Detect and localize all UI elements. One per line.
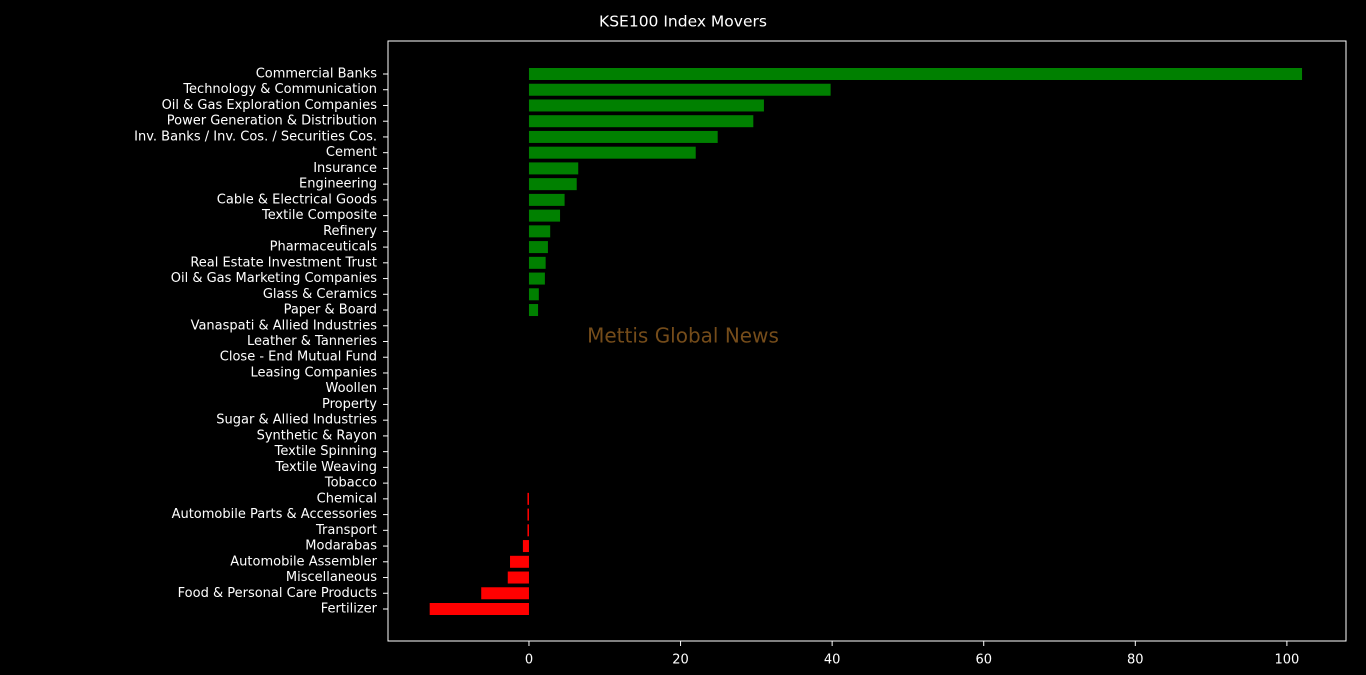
y-tick-label: Miscellaneous xyxy=(286,570,377,585)
bar xyxy=(507,571,529,584)
x-tick-label: 40 xyxy=(824,653,841,668)
y-tick-label: Oil & Gas Exploration Companies xyxy=(162,98,378,113)
bar xyxy=(481,587,529,600)
bar xyxy=(528,68,1303,80)
y-tick-label: Tobacco xyxy=(324,476,377,491)
y-tick-label: Close - End Mutual Fund xyxy=(220,350,377,365)
bar xyxy=(528,256,546,269)
bar xyxy=(429,603,529,615)
y-tick-label: Transport xyxy=(315,523,377,538)
y-tick-label: Oil & Gas Marketing Companies xyxy=(171,271,377,286)
bar xyxy=(528,130,718,143)
y-tick-label: Leasing Companies xyxy=(250,365,377,380)
y-tick-label: Commercial Banks xyxy=(256,67,378,82)
y-tick-label: Chemical xyxy=(317,491,377,506)
y-tick-label: Synthetic & Rayon xyxy=(257,428,377,443)
y-tick-label: Vanaspati & Allied Industries xyxy=(191,318,378,333)
y-tick-label: Paper & Board xyxy=(284,303,377,318)
x-tick-label: 100 xyxy=(1274,653,1299,668)
y-tick-label: Technology & Communication xyxy=(182,82,377,97)
y-tick-label: Real Estate Investment Trust xyxy=(190,255,377,270)
chart-title: KSE100 Index Movers xyxy=(599,13,767,31)
bar xyxy=(528,241,548,254)
x-tick-label: 80 xyxy=(1127,653,1144,668)
y-tick-label: Property xyxy=(322,397,377,412)
y-tick-label: Engineering xyxy=(299,177,377,192)
bar xyxy=(528,304,539,317)
x-tick-label: 60 xyxy=(975,653,992,668)
bar xyxy=(527,492,529,505)
bar xyxy=(528,99,764,112)
y-tick-label: Modarabas xyxy=(305,539,377,554)
bar xyxy=(528,225,551,238)
bar xyxy=(522,540,529,553)
y-tick-label: Glass & Ceramics xyxy=(263,287,377,302)
x-tick-label: 20 xyxy=(672,653,689,668)
y-tick-label: Leather & Tanneries xyxy=(247,334,377,349)
bar xyxy=(528,162,579,175)
bar xyxy=(528,146,696,159)
y-tick-label: Pharmaceuticals xyxy=(270,240,378,255)
bar xyxy=(528,178,577,191)
bar xyxy=(528,209,561,222)
bar xyxy=(528,288,539,301)
y-tick-label: Inv. Banks / Inv. Cos. / Securities Cos. xyxy=(134,129,377,144)
y-tick-label: Automobile Parts & Accessories xyxy=(172,507,378,522)
watermark: Mettis Global News xyxy=(587,324,779,348)
y-tick-label: Cement xyxy=(326,145,377,160)
bar xyxy=(527,524,529,537)
y-tick-label: Woollen xyxy=(326,381,377,396)
y-tick-label: Textile Weaving xyxy=(275,460,378,475)
y-tick-label: Food & Personal Care Products xyxy=(178,586,378,601)
bar xyxy=(528,193,565,206)
bar xyxy=(510,555,529,568)
x-tick-label: 0 xyxy=(525,653,533,668)
y-tick-label: Fertilizer xyxy=(321,602,378,617)
y-tick-label: Automobile Assembler xyxy=(230,554,377,569)
bar xyxy=(528,272,545,285)
y-tick-label: Textile Spinning xyxy=(274,444,377,459)
y-tick-label: Sugar & Allied Industries xyxy=(216,413,377,428)
bar xyxy=(528,115,754,128)
bar xyxy=(528,83,831,96)
bar xyxy=(527,508,529,521)
y-tick-label: Textile Composite xyxy=(261,208,377,223)
y-tick-label: Power Generation & Distribution xyxy=(167,114,377,129)
y-tick-label: Refinery xyxy=(323,224,377,239)
y-tick-label: Insurance xyxy=(313,161,377,176)
y-tick-label: Cable & Electrical Goods xyxy=(217,192,377,207)
